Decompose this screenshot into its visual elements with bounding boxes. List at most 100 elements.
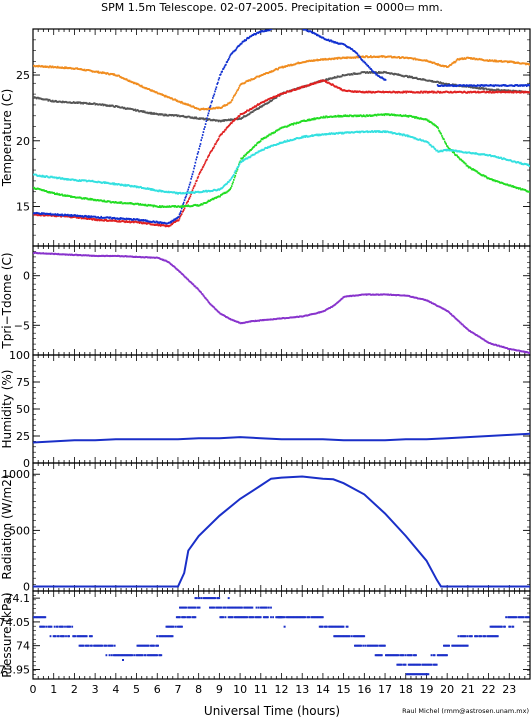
data-point <box>501 158 504 161</box>
data-point <box>371 69 373 72</box>
data-point <box>48 176 51 179</box>
data-point <box>528 84 530 87</box>
data-point <box>254 77 257 79</box>
data-point <box>449 148 451 150</box>
y-tick-label: −5 <box>14 319 30 332</box>
data-point <box>101 216 103 219</box>
data-point <box>361 56 363 58</box>
data-point <box>441 136 444 139</box>
data-point <box>528 84 530 87</box>
data-point <box>118 74 121 77</box>
data-point <box>218 135 221 138</box>
data-point <box>72 254 74 256</box>
data-point <box>303 85 305 88</box>
data-point <box>504 158 507 161</box>
data-point <box>390 55 392 58</box>
data-point <box>191 282 193 284</box>
data-point <box>255 32 258 35</box>
data-point <box>235 169 237 172</box>
data-point <box>408 75 410 78</box>
data-point <box>43 214 45 217</box>
data-point <box>407 115 410 118</box>
data-point <box>197 151 200 153</box>
data-point <box>234 174 237 177</box>
data-point <box>407 76 410 79</box>
data-point <box>115 255 118 257</box>
data-point <box>525 91 527 94</box>
data-point <box>229 119 231 122</box>
data-point <box>159 205 161 207</box>
data-point <box>370 68 372 70</box>
data-point <box>472 84 474 87</box>
data-point <box>396 114 399 117</box>
data-point <box>463 161 466 164</box>
data-point <box>431 122 434 125</box>
data-point <box>363 60 365 63</box>
data-point <box>137 202 139 205</box>
data-point <box>46 98 49 101</box>
data-point <box>180 213 183 215</box>
data-point <box>528 91 530 94</box>
data-point <box>185 193 188 196</box>
data-point <box>188 196 191 199</box>
data-point <box>278 128 281 131</box>
data-point <box>458 58 461 61</box>
data-point <box>180 271 182 274</box>
data-point <box>512 91 515 94</box>
data-point <box>341 42 343 45</box>
data-point <box>122 217 124 220</box>
data-point <box>245 153 247 156</box>
data-point <box>332 115 334 118</box>
data-point <box>267 29 270 32</box>
data-point <box>249 156 252 158</box>
data-point <box>278 143 280 145</box>
data-point <box>191 175 193 178</box>
data-point <box>159 223 161 226</box>
data-point <box>93 218 95 220</box>
data-point <box>206 117 208 120</box>
data-point <box>237 166 239 168</box>
data-point <box>361 115 363 118</box>
data-point <box>258 107 260 110</box>
data-point <box>440 149 442 152</box>
data-point <box>259 140 262 142</box>
data-point <box>202 131 205 133</box>
data-point <box>43 212 45 215</box>
data-point <box>515 90 517 93</box>
data-point <box>193 192 196 194</box>
data-point <box>367 65 369 67</box>
data-point <box>196 156 198 159</box>
data-point <box>191 173 194 176</box>
data-point <box>396 133 399 135</box>
data-point <box>303 61 305 63</box>
data-point <box>57 193 60 196</box>
data-point <box>440 82 442 84</box>
data-point <box>529 91 530 93</box>
data-point <box>406 75 408 77</box>
data-point <box>48 98 51 101</box>
data-point <box>243 40 245 43</box>
data-point <box>354 57 357 59</box>
data-point <box>490 89 492 91</box>
data-point <box>231 120 234 123</box>
data-point <box>124 183 126 186</box>
data-point <box>215 86 218 89</box>
data-point <box>217 138 220 140</box>
data-point <box>123 184 126 187</box>
data-point <box>346 295 349 298</box>
data-point <box>266 147 268 149</box>
data-point <box>399 114 402 116</box>
data-point <box>332 57 334 60</box>
data-point <box>235 48 237 51</box>
y-tick-label: 15 <box>16 201 30 214</box>
data-point <box>134 108 137 111</box>
data-point <box>507 84 510 87</box>
data-point <box>398 132 400 135</box>
data-point <box>476 170 479 173</box>
data-point <box>370 72 372 74</box>
data-point <box>181 204 184 207</box>
data-point <box>230 177 233 179</box>
data-point <box>40 213 42 215</box>
data-point <box>419 91 421 94</box>
data-point <box>252 34 255 36</box>
